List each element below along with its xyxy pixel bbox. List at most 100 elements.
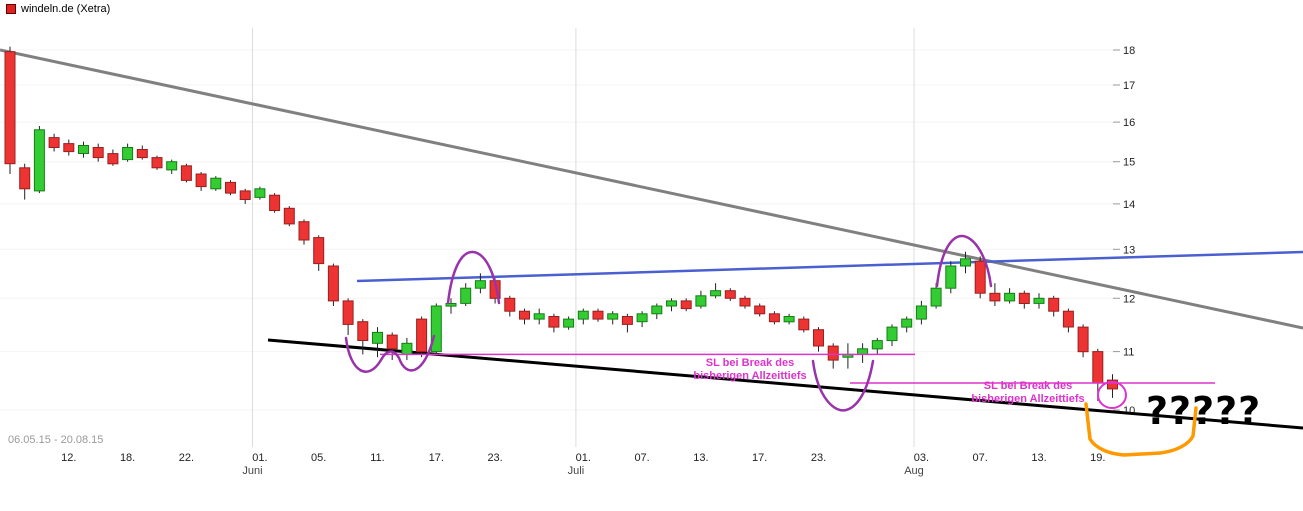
candle — [813, 327, 824, 352]
blue-resistance-line — [356, 250, 1303, 283]
candle — [33, 126, 45, 194]
x-axis-label: 11. — [370, 452, 384, 464]
month-label: Aug — [904, 465, 924, 477]
candle — [636, 311, 648, 328]
candle — [107, 149, 119, 166]
candle — [1077, 324, 1089, 358]
y-axis-label: 12 — [1123, 293, 1135, 305]
candle — [327, 263, 339, 306]
candle — [460, 283, 472, 306]
y-axis-label: 10 — [1123, 405, 1135, 417]
candle — [960, 251, 971, 274]
candle — [533, 308, 545, 325]
x-axis-label: 07. — [634, 452, 649, 464]
y-axis-label: 17 — [1123, 80, 1135, 92]
month-label: Juni — [242, 465, 262, 477]
x-axis-label: 13. — [693, 452, 708, 464]
candle — [768, 311, 780, 325]
candle — [416, 316, 428, 358]
candle — [63, 139, 75, 156]
candle — [695, 290, 707, 309]
candle — [886, 324, 898, 347]
candle — [48, 133, 60, 152]
candle — [680, 298, 692, 312]
y-axis-label: 18 — [1123, 45, 1135, 57]
candle — [974, 256, 986, 299]
candle — [1033, 293, 1045, 309]
candle — [1107, 374, 1118, 398]
y-axis-label: 15 — [1123, 157, 1135, 169]
stop-loss-label: bisherigen Allzeittiefs — [693, 370, 806, 382]
candle — [298, 219, 310, 245]
candle — [1048, 295, 1060, 317]
candle — [1004, 288, 1016, 304]
x-axis-label: 03. — [914, 452, 929, 464]
candle — [548, 313, 560, 333]
candle — [283, 206, 295, 227]
candle — [254, 186, 266, 200]
question-marks-annotation: ????? — [1146, 389, 1261, 433]
candle — [225, 180, 236, 196]
chart-title-bar: windeln.de (Xetra) — [6, 3, 110, 15]
orange-annotation-shape — [1084, 402, 1198, 457]
x-axis-label: 18. — [120, 452, 135, 464]
candle — [386, 332, 398, 360]
candle — [857, 343, 869, 363]
candle — [1018, 290, 1030, 309]
candle — [474, 273, 486, 294]
candle — [151, 155, 163, 170]
candle — [754, 303, 766, 317]
x-axis-label: 12. — [61, 452, 76, 464]
x-axis-label: 13. — [1031, 452, 1046, 464]
candle — [710, 283, 722, 299]
x-axis-label: 23. — [487, 452, 502, 464]
x-axis-label: 22. — [179, 452, 194, 464]
candle — [78, 141, 89, 158]
candle — [989, 283, 1001, 306]
stop-loss-label: SL bei Break des — [706, 357, 794, 369]
candle — [357, 319, 369, 355]
candle — [195, 172, 207, 191]
candle — [342, 298, 354, 336]
y-axis-label: 11 — [1123, 347, 1134, 359]
candle — [136, 145, 148, 160]
x-axis-label: 17. — [752, 452, 767, 464]
y-axis-label: 16 — [1123, 117, 1135, 129]
gray-downtrend-line — [0, 48, 1303, 330]
candle — [401, 337, 413, 360]
candle — [313, 235, 325, 271]
candle — [563, 316, 575, 330]
candle — [19, 163, 31, 200]
x-axis-label: 05. — [311, 452, 326, 464]
candle — [239, 188, 251, 204]
candle — [827, 343, 839, 369]
candle — [739, 295, 751, 309]
stop-loss-label: SL bei Break des — [984, 380, 1072, 392]
candle — [945, 261, 957, 294]
candle — [519, 308, 530, 325]
candle — [621, 313, 633, 333]
highlight-circle — [1097, 381, 1127, 409]
x-axis-label: 01. — [252, 452, 267, 464]
candle — [871, 337, 883, 355]
date-range-label: 06.05.15 - 20.08.15 — [8, 434, 104, 446]
hand-drawn-arc — [811, 359, 875, 412]
candle — [607, 311, 619, 325]
hand-drawn-arc — [935, 234, 993, 288]
candle — [901, 316, 913, 333]
candle — [915, 300, 927, 325]
candle — [372, 327, 383, 358]
x-axis-label: 17. — [429, 452, 444, 464]
chart-title: windeln.de (Xetra) — [21, 3, 111, 15]
candle — [577, 308, 589, 325]
candle — [504, 295, 516, 317]
month-label: Juli — [568, 465, 585, 477]
y-axis-label: 13 — [1123, 244, 1135, 256]
stop-loss-label: bisherigen Allzeittiefs — [971, 393, 1084, 405]
x-axis-label: 19. — [1090, 452, 1105, 464]
candle — [798, 316, 810, 333]
candle — [1062, 308, 1074, 333]
candle — [930, 283, 942, 309]
